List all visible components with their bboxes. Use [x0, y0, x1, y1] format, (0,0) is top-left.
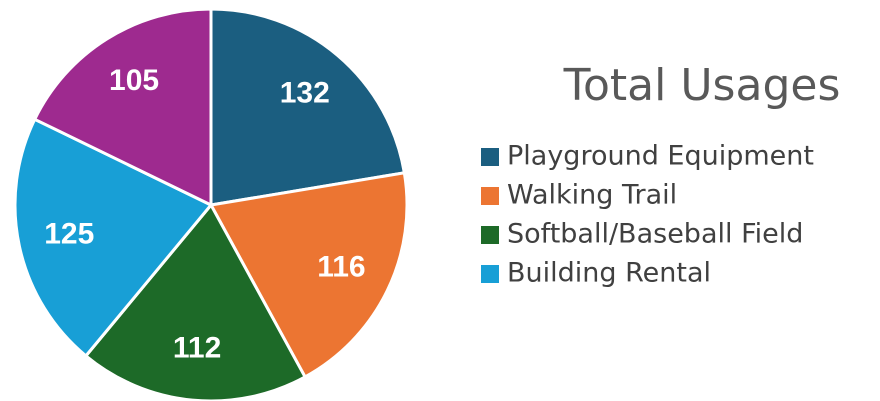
legend-label: Building Rental — [507, 258, 711, 289]
legend-swatch — [481, 187, 499, 205]
legend-label: Walking Trail — [507, 180, 677, 211]
pie-slice — [32, 7, 213, 208]
pie-slice — [13, 117, 214, 358]
legend-swatch — [481, 265, 499, 283]
legend-swatch — [481, 226, 499, 244]
pie-slice — [209, 7, 407, 207]
data-label: 112 — [173, 331, 221, 364]
legend-swatch — [481, 148, 499, 166]
data-label: 132 — [280, 76, 330, 109]
pie-slice — [83, 202, 308, 401]
pie-slice — [208, 171, 409, 379]
data-label: 105 — [109, 64, 159, 97]
data-label: 116 — [317, 250, 365, 283]
data-label: 125 — [44, 218, 94, 251]
legend-label: Playground Equipment — [507, 141, 814, 172]
legend-label: Softball/Baseball Field — [507, 219, 803, 250]
chart-title: Total Usages — [563, 60, 841, 111]
